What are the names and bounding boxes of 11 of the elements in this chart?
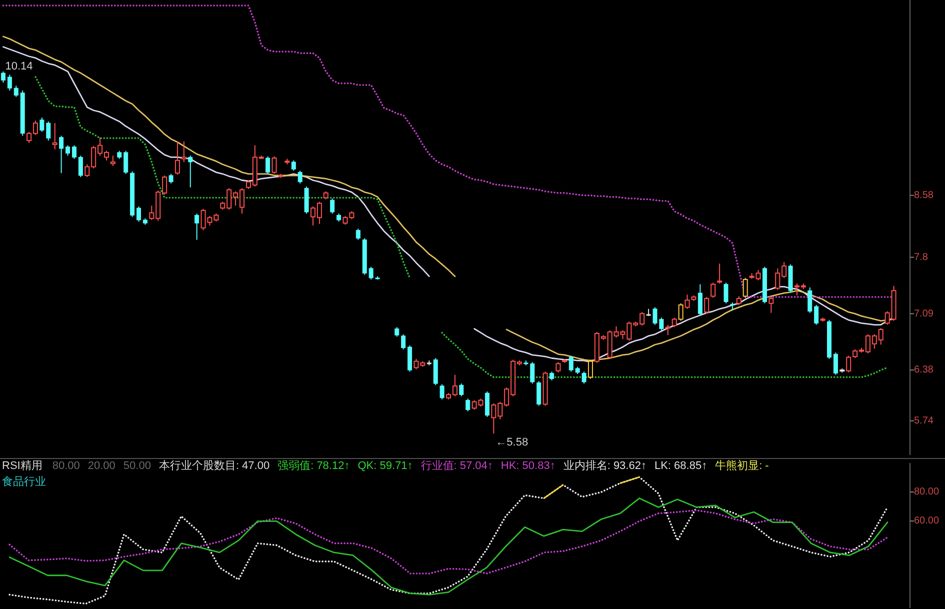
- ytick-label: 80.00: [914, 486, 940, 498]
- ytick-label: 7.8: [914, 252, 928, 263]
- ytick-label: 8.58: [914, 190, 934, 201]
- subtitle: 食品行业: [2, 476, 46, 488]
- ytick-label: 7.09: [914, 308, 934, 320]
- ytick-label: 60.00: [914, 516, 940, 527]
- note: ←5.58: [496, 436, 528, 449]
- title: RSI精用: [2, 460, 42, 472]
- note: 10.14: [5, 60, 33, 72]
- ytick-label: 5.74: [914, 416, 934, 426]
- ytick-label: 6.38: [914, 364, 934, 376]
